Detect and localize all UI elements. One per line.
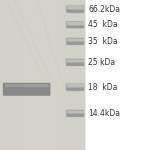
Bar [78,0,79,150]
Bar [42,0,43,150]
Bar [85,0,86,150]
Bar [6,0,7,150]
Bar [69,0,70,150]
Bar [79,0,80,150]
Bar [14,0,16,150]
Bar [16,0,17,150]
Bar [24,0,26,150]
Bar [39,0,40,150]
Bar [65,0,66,150]
Bar [56,0,57,150]
Bar [62,0,63,150]
Bar [43,0,45,150]
Bar [2,0,3,150]
Bar [53,0,55,150]
Bar [29,0,30,150]
Bar [32,0,33,150]
Bar [47,0,49,150]
Text: 18  kDa: 18 kDa [88,82,118,91]
Text: 25 kDa: 25 kDa [88,58,116,67]
Bar [55,0,56,150]
FancyBboxPatch shape [66,38,84,45]
Bar [57,0,59,150]
Bar [66,0,68,150]
Bar [7,0,9,150]
Bar [30,0,32,150]
Text: 14.4kDa: 14.4kDa [88,109,120,118]
Bar [3,0,4,150]
Bar [70,0,72,150]
Bar [17,0,19,150]
FancyBboxPatch shape [3,83,50,96]
Bar [76,0,78,150]
Bar [36,0,37,150]
Bar [82,0,83,150]
Bar [10,0,11,150]
Text: 66.2kDa: 66.2kDa [88,4,120,14]
Bar [75,0,76,150]
Bar [34,0,36,150]
FancyBboxPatch shape [66,110,84,117]
Bar [19,0,20,150]
Bar [13,0,14,150]
Bar [50,0,52,150]
Bar [27,0,29,150]
Text: 35  kDa: 35 kDa [88,37,118,46]
FancyBboxPatch shape [66,83,84,91]
Bar [45,0,46,150]
Bar [0,0,1,150]
Bar [52,0,53,150]
Bar [60,0,62,150]
Bar [26,0,27,150]
Bar [72,0,73,150]
Bar [23,0,24,150]
FancyBboxPatch shape [66,5,84,13]
Bar [59,0,60,150]
Bar [63,0,65,150]
Bar [20,0,21,150]
Bar [83,0,85,150]
Bar [4,0,6,150]
Bar [22,0,23,150]
Bar [37,0,39,150]
Bar [9,0,10,150]
Bar [12,0,13,150]
Text: 45  kDa: 45 kDa [88,20,118,29]
Bar [80,0,82,150]
Bar [46,0,47,150]
Bar [68,0,69,150]
Bar [0,0,85,150]
FancyBboxPatch shape [66,21,84,28]
Bar [40,0,42,150]
FancyBboxPatch shape [66,59,84,66]
Bar [33,0,34,150]
Bar [49,0,50,150]
Bar [73,0,75,150]
